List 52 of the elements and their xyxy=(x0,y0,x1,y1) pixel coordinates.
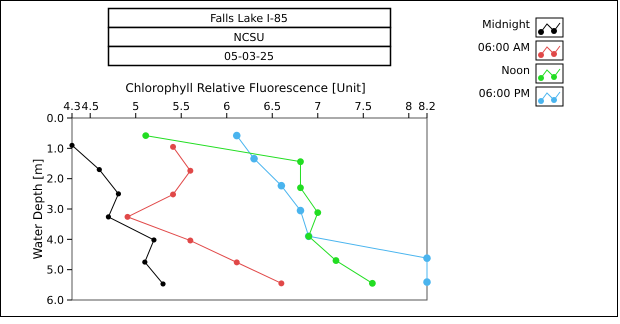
point xyxy=(423,254,431,262)
point xyxy=(232,132,241,140)
y-tick-label: 3.0 xyxy=(46,203,64,216)
x-tick-label: 7.5 xyxy=(354,100,372,113)
legend-label: 06:00 AM xyxy=(478,41,530,54)
point xyxy=(124,214,131,220)
y-tick-label: 1.0 xyxy=(46,142,64,156)
x-tick-label: 4.5 xyxy=(81,100,99,113)
legend-label: Midnight xyxy=(482,18,531,31)
point xyxy=(170,144,176,150)
point xyxy=(142,132,150,139)
point xyxy=(423,278,431,286)
x-tick-label: 5 xyxy=(132,100,140,113)
y-tick-label: 5.0 xyxy=(46,264,64,277)
point xyxy=(106,214,112,220)
x-tick-label: 8.2 xyxy=(418,100,436,113)
point xyxy=(151,237,157,243)
point xyxy=(278,280,284,286)
x-tick-label: 7 xyxy=(314,100,322,113)
point xyxy=(314,209,322,216)
point xyxy=(187,238,194,244)
point xyxy=(116,191,122,196)
y-tick-label: 0.0 xyxy=(46,112,64,125)
x-tick-label: 4.3 xyxy=(63,100,81,113)
chart-subtitle: NCSU xyxy=(234,31,264,44)
point xyxy=(296,206,304,214)
x-tick-label: 8 xyxy=(405,100,412,113)
y-tick-label: 6.0 xyxy=(46,294,64,307)
point xyxy=(96,166,102,172)
point xyxy=(187,168,194,174)
legend-label: 06:00 PM xyxy=(478,87,530,100)
point xyxy=(69,142,75,148)
point xyxy=(297,184,304,192)
point xyxy=(142,259,148,265)
chart-title: Falls Lake I-85 xyxy=(210,12,288,25)
x-axis-title: Chlorophyll Relative Fluorescence [Unit] xyxy=(125,81,366,95)
y-axis-title: Water Depth [m] xyxy=(31,158,45,260)
point xyxy=(234,259,240,266)
point xyxy=(297,158,304,166)
x-tick-label: 5.5 xyxy=(172,100,190,113)
y-tick-label: 2.0 xyxy=(46,172,64,186)
text: 05-03-25 xyxy=(224,50,274,63)
point xyxy=(278,182,286,190)
point xyxy=(250,154,258,162)
point xyxy=(160,281,166,287)
x-tick-label: 6.5 xyxy=(264,100,282,113)
y-tick-label: 4.0 xyxy=(46,233,64,246)
point xyxy=(170,191,176,198)
legend-label: Noon xyxy=(501,64,530,77)
x-tick-label: 6 xyxy=(223,100,230,113)
point xyxy=(368,280,376,287)
point xyxy=(332,257,340,264)
